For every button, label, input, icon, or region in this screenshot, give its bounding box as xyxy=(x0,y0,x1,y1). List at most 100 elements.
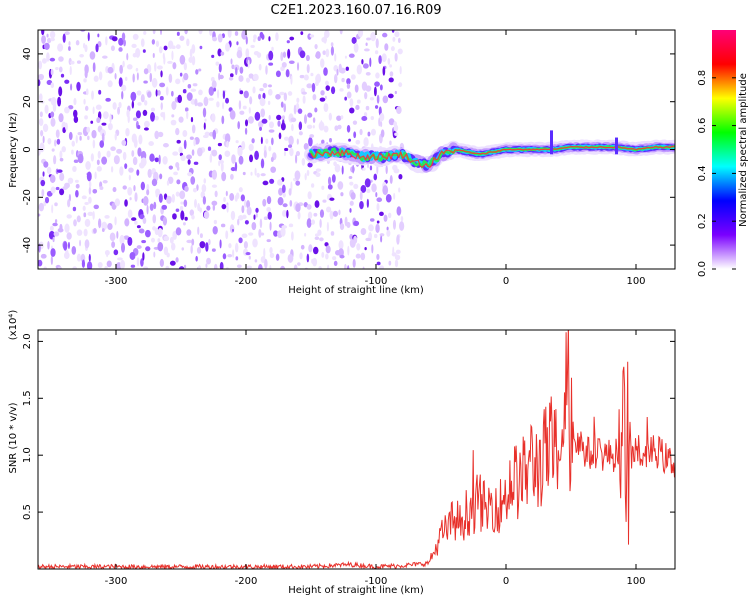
noise-blob xyxy=(320,90,325,96)
noise-blob xyxy=(86,171,92,182)
noise-blob xyxy=(288,60,295,64)
noise-blob xyxy=(52,236,55,243)
noise-blob xyxy=(68,105,74,110)
noise-blob xyxy=(131,150,135,157)
noise-blob xyxy=(155,89,158,97)
noise-blob xyxy=(190,117,194,123)
noise-blob xyxy=(59,150,63,159)
noise-blob xyxy=(97,33,100,38)
noise-blob xyxy=(56,169,63,173)
noise-blob xyxy=(364,92,368,100)
noise-blob xyxy=(109,113,112,124)
noise-blob xyxy=(118,77,123,88)
noise-blob xyxy=(184,216,188,221)
noise-blob xyxy=(176,31,180,36)
noise-blob xyxy=(151,178,158,187)
noise-blob xyxy=(277,179,283,186)
noise-blob xyxy=(202,195,207,205)
noise-blob xyxy=(318,121,325,131)
noise-blob xyxy=(246,265,252,269)
noise-blob xyxy=(198,30,203,35)
noise-blob xyxy=(93,204,99,210)
noise-blob xyxy=(378,55,382,65)
noise-blob xyxy=(253,214,256,220)
noise-blob xyxy=(143,196,149,206)
noise-blob xyxy=(379,112,385,122)
noise-blob xyxy=(90,153,94,162)
noise-blob xyxy=(360,252,366,261)
noise-blob xyxy=(305,54,310,62)
noise-blob xyxy=(191,214,195,220)
noise-blob xyxy=(387,57,391,65)
spectrogram-noise-field xyxy=(38,30,405,269)
noise-blob xyxy=(299,50,306,59)
noise-blob xyxy=(203,178,207,184)
noise-blob xyxy=(263,216,268,221)
snr-plot-area xyxy=(38,330,675,569)
noise-blob xyxy=(327,264,330,269)
noise-blob xyxy=(131,217,137,221)
noise-blob xyxy=(296,138,299,145)
noise-blob xyxy=(260,232,265,236)
noise-blob xyxy=(204,118,207,122)
noise-blob xyxy=(163,55,166,65)
noise-blob xyxy=(205,263,208,268)
noise-blob xyxy=(220,51,225,56)
snr-x-axis: -300 -200 -100 0 100 xyxy=(105,330,646,587)
noise-blob xyxy=(84,115,88,120)
noise-blob xyxy=(46,33,49,38)
noise-blob xyxy=(337,181,344,190)
noise-blob xyxy=(291,231,294,241)
noise-blob xyxy=(290,117,297,123)
noise-blob xyxy=(46,190,53,197)
noise-blob xyxy=(336,115,342,121)
noise-blob xyxy=(255,207,259,213)
noise-blob xyxy=(143,30,147,35)
noise-blob xyxy=(122,60,125,68)
noise-blob xyxy=(234,161,238,172)
noise-blob xyxy=(88,253,91,262)
noise-blob xyxy=(275,32,279,41)
noise-blob xyxy=(307,162,313,168)
noise-blob xyxy=(280,51,284,62)
noise-blob xyxy=(52,102,57,113)
noise-blob xyxy=(211,184,218,188)
noise-blob xyxy=(398,82,403,88)
noise-blob xyxy=(117,257,123,261)
noise-blob xyxy=(294,170,301,181)
noise-blob xyxy=(211,80,217,89)
noise-blob xyxy=(165,86,169,96)
noise-blob xyxy=(77,153,84,164)
noise-blob xyxy=(306,83,313,89)
noise-blob xyxy=(159,173,163,180)
noise-blob xyxy=(250,44,255,49)
noise-blob xyxy=(349,208,352,213)
noise-blob xyxy=(362,266,365,269)
noise-blob xyxy=(175,44,181,50)
noise-blob xyxy=(193,138,196,147)
noise-blob xyxy=(42,171,45,177)
noise-blob xyxy=(114,72,117,80)
noise-blob xyxy=(296,62,300,71)
noise-blob xyxy=(192,187,198,193)
noise-blob xyxy=(262,198,267,207)
noise-blob xyxy=(306,204,312,210)
noise-blob xyxy=(58,113,64,123)
noise-blob xyxy=(75,134,78,144)
noise-blob xyxy=(74,179,79,183)
noise-blob xyxy=(382,95,389,104)
noise-blob xyxy=(219,261,224,269)
noise-blob xyxy=(277,197,284,206)
noise-blob xyxy=(216,101,220,108)
noise-blob xyxy=(376,94,380,104)
spectrogram-x-axis-label: Height of straight line (km) xyxy=(288,285,424,296)
noise-blob xyxy=(98,218,102,229)
noise-blob xyxy=(135,47,141,58)
noise-blob xyxy=(269,252,275,259)
noise-blob xyxy=(345,66,349,71)
noise-blob xyxy=(369,218,375,222)
noise-blob xyxy=(92,106,95,115)
noise-blob xyxy=(40,179,46,187)
noise-blob xyxy=(236,41,239,46)
noise-blob xyxy=(253,34,257,40)
